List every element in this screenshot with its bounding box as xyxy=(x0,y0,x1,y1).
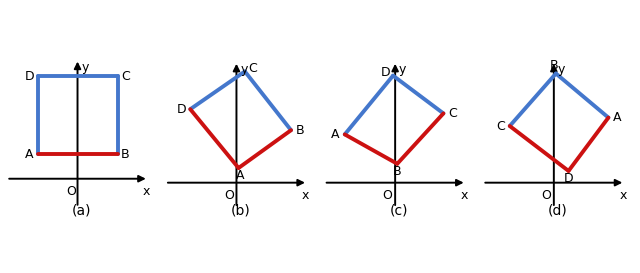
Text: O: O xyxy=(224,189,234,202)
Text: A: A xyxy=(236,169,245,182)
Text: O: O xyxy=(541,189,551,202)
Text: O: O xyxy=(383,189,392,202)
Text: C: C xyxy=(448,107,457,120)
Text: x: x xyxy=(302,189,309,202)
Text: (b): (b) xyxy=(231,203,250,217)
Text: O: O xyxy=(66,185,76,197)
Text: D: D xyxy=(381,66,390,79)
Text: y: y xyxy=(240,63,248,76)
Text: x: x xyxy=(143,185,150,197)
Text: C: C xyxy=(248,62,257,75)
Text: D: D xyxy=(25,70,35,83)
Text: D: D xyxy=(564,172,573,185)
Text: A: A xyxy=(613,111,622,124)
Text: y: y xyxy=(557,63,565,76)
Text: y: y xyxy=(399,63,406,76)
Text: B: B xyxy=(121,148,130,161)
Text: A: A xyxy=(332,128,340,141)
Text: y: y xyxy=(81,61,89,74)
Text: x: x xyxy=(620,189,627,202)
Text: C: C xyxy=(121,70,130,83)
Text: (c): (c) xyxy=(390,203,408,217)
Text: A: A xyxy=(25,148,34,161)
Text: x: x xyxy=(461,189,468,202)
Text: C: C xyxy=(496,120,505,132)
Text: (a): (a) xyxy=(72,203,92,217)
Text: B: B xyxy=(296,124,305,137)
Text: (d): (d) xyxy=(548,203,568,217)
Text: D: D xyxy=(177,103,187,116)
Text: B: B xyxy=(393,165,401,178)
Text: B: B xyxy=(550,60,558,72)
